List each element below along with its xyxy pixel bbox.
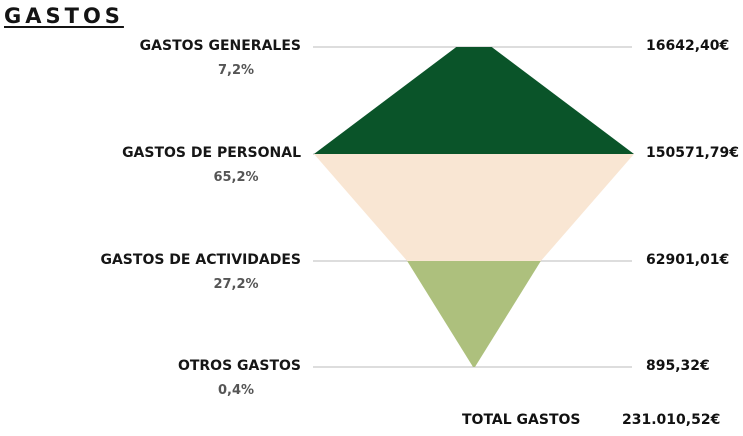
value-label-gastos-generales: 16642,40€ — [646, 38, 730, 54]
category-label-gastos-de-actividades: GASTOS DE ACTIVIDADES — [100, 252, 301, 268]
percent-label-gastos-generales: 7,2% — [217, 63, 255, 78]
category-label-gastos-generales: GASTOS GENERALES — [139, 38, 301, 54]
funnel-band-3 — [407, 261, 541, 367]
percent-label-gastos-de-actividades: 27,2% — [213, 277, 259, 292]
percent-label-otros-gastos: 0,4% — [217, 383, 255, 398]
value-label-otros-gastos: 895,32€ — [646, 358, 710, 374]
percent-label-gastos-de-personal: 65,2% — [213, 170, 259, 185]
category-label-gastos-de-personal: GASTOS DE PERSONAL — [122, 145, 301, 161]
funnel-band-2 — [314, 154, 634, 261]
value-label-gastos-de-personal: 150571,79€ — [646, 145, 739, 161]
total-value: 231.010,52€ — [622, 412, 721, 428]
funnel-band-1 — [314, 47, 634, 154]
value-label-gastos-de-actividades: 62901,01€ — [646, 252, 730, 268]
chart-title: GASTOS — [4, 4, 124, 28]
total-label: TOTAL GASTOS — [462, 412, 581, 428]
category-label-otros-gastos: OTROS GASTOS — [177, 358, 301, 374]
